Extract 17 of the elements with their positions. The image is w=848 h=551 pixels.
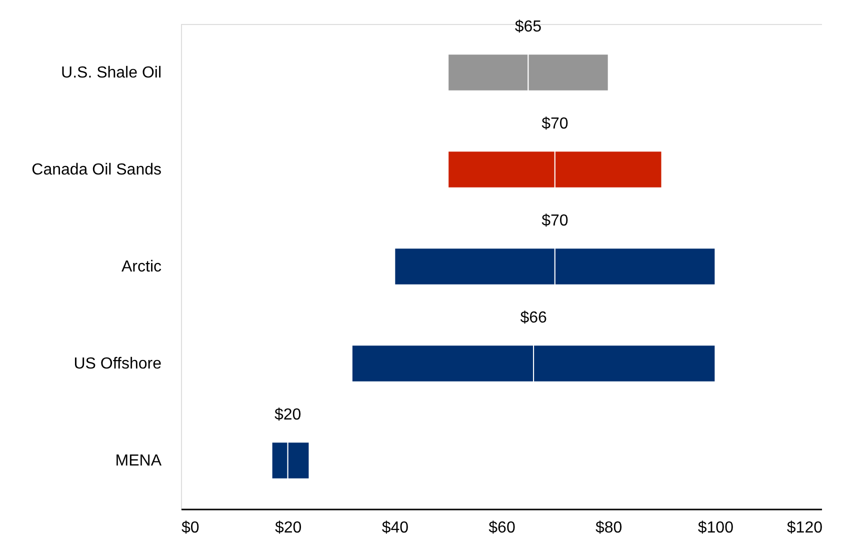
x-tick-label: $80 xyxy=(595,520,622,536)
annotation: $65 xyxy=(514,18,542,36)
annotation: $70 xyxy=(542,116,568,132)
x-tick-label: $120 xyxy=(786,520,823,536)
y-tick-label: MENA xyxy=(115,452,162,470)
y-tick-label: U.S. Shale Oil xyxy=(61,64,162,82)
y-tick-label: US Offshore xyxy=(74,356,162,372)
y-tick-label: Arctic xyxy=(122,258,162,276)
annotation: $66 xyxy=(520,310,547,326)
annotation: $70 xyxy=(542,212,568,230)
x-tick-label: $20 xyxy=(274,520,302,536)
annotation: $20 xyxy=(274,406,302,424)
y-tick-label: Canada Oil Sands xyxy=(32,162,162,178)
x-tick-label: $0 xyxy=(182,520,200,536)
x-tick-label: $40 xyxy=(382,520,409,536)
x-tick-label: $60 xyxy=(488,520,516,536)
x-tick-label: $100 xyxy=(698,520,734,536)
